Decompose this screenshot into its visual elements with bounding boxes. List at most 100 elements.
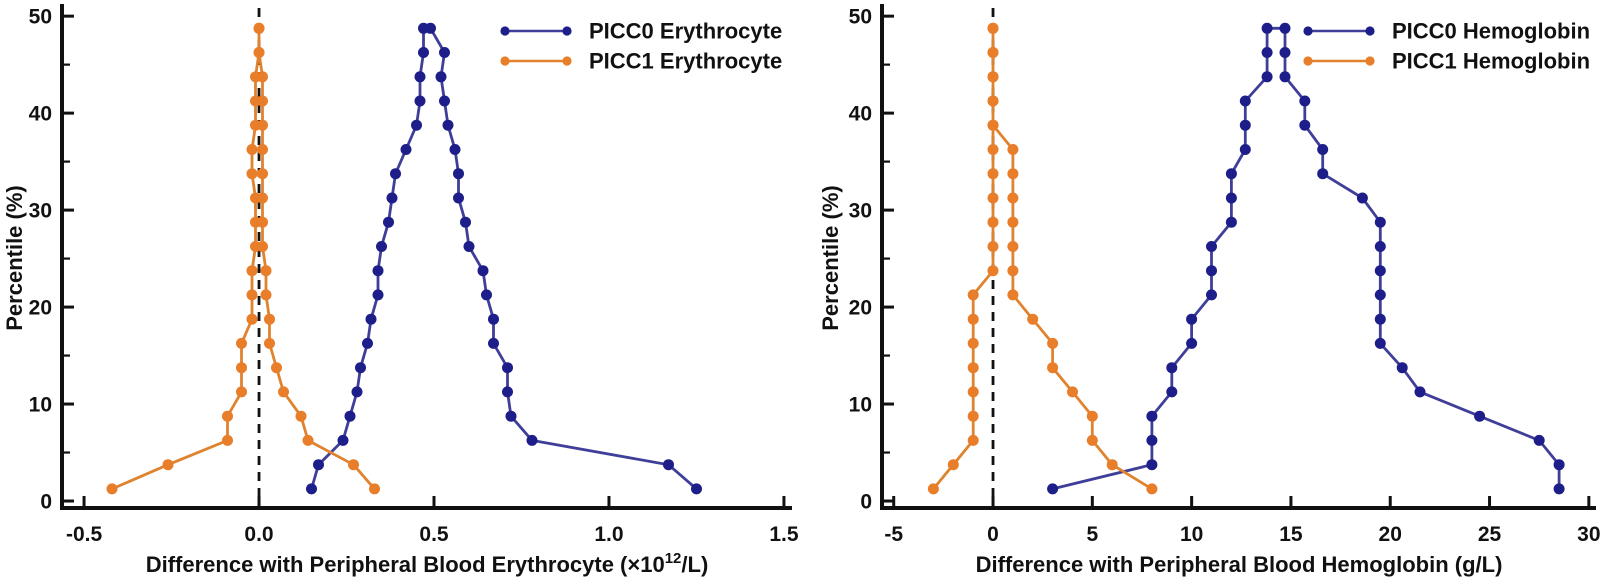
x-tick-label: 0: [987, 523, 999, 546]
data-point: [691, 483, 702, 495]
data-point: [1007, 241, 1019, 252]
x-tick-label: 1.0: [594, 523, 623, 546]
data-point: [1239, 119, 1251, 131]
series-group: [106, 22, 702, 495]
x-tick-label: -0.5: [66, 523, 103, 546]
series-markers-picc1: [927, 22, 1158, 495]
data-point: [236, 337, 247, 349]
data-point: [1047, 483, 1059, 495]
data-point: [257, 192, 268, 204]
data-point: [425, 22, 436, 34]
data-point: [306, 483, 317, 495]
data-point: [1206, 289, 1217, 301]
data-point: [348, 459, 359, 471]
data-point: [1299, 95, 1311, 107]
data-point: [967, 362, 979, 374]
data-point: [106, 483, 118, 495]
x-axis-title: Difference with Peripheral Blood Hemoglo…: [976, 552, 1503, 577]
data-point: [967, 313, 979, 325]
data-point: [257, 216, 268, 228]
data-point: [502, 362, 513, 374]
data-point: [246, 265, 258, 277]
data-point: [1474, 410, 1486, 422]
data-point: [1206, 241, 1217, 252]
data-point: [386, 192, 398, 204]
data-point: [390, 168, 401, 180]
series-line-picc0: [1051, 26, 1561, 491]
legend-marker: [1303, 26, 1313, 36]
data-point: [987, 168, 999, 180]
x-tick-label: 1.5: [769, 523, 799, 546]
hemoglobin-chart: 0 10 20 30 40 50 -5 0 5 10 15 20 25 30 Percentile (%) D…: [818, 4, 1600, 577]
data-point: [271, 362, 282, 374]
data-point: [257, 144, 268, 155]
y-tick-label: 30: [849, 200, 872, 223]
data-point: [1261, 71, 1273, 83]
data-point: [1239, 95, 1251, 107]
data-point: [376, 241, 387, 252]
data-point: [1166, 362, 1178, 374]
y-tick-label: 30: [29, 200, 52, 223]
data-point: [278, 386, 289, 398]
data-point: [372, 265, 384, 277]
data-point: [1553, 483, 1565, 495]
y-tick-label: 0: [860, 491, 872, 514]
data-point: [162, 459, 174, 471]
legend-marker: [1365, 26, 1375, 36]
data-point: [1356, 192, 1368, 204]
series-line-picc1: [931, 26, 1154, 491]
data-point: [1374, 265, 1386, 277]
data-point: [1374, 241, 1386, 252]
data-point: [1146, 459, 1158, 471]
data-point: [439, 47, 450, 58]
data-point: [967, 434, 979, 446]
data-point: [1374, 313, 1386, 325]
data-point: [987, 47, 999, 58]
data-point: [414, 71, 426, 83]
axes-group: 0 10 20 30 40 50 -5 0 5 10 15 20 25 30 Percentile (%) D…: [818, 4, 1600, 577]
data-point: [222, 434, 233, 446]
legend: PICC0 Erythrocyte PICC1 Erythrocyte: [500, 19, 782, 74]
data-point: [987, 265, 999, 277]
y-tick-label: 40: [849, 103, 872, 126]
data-point: [1317, 168, 1329, 180]
data-point: [449, 144, 461, 155]
data-point: [260, 289, 272, 301]
data-point: [477, 265, 489, 277]
data-point: [1047, 362, 1059, 374]
data-point: [463, 241, 475, 252]
data-point: [264, 337, 275, 349]
data-point: [987, 192, 999, 204]
y-tick-label: 50: [849, 6, 872, 29]
y-axis-title: Percentile (%): [2, 185, 27, 331]
data-point: [1146, 410, 1158, 422]
data-point: [372, 289, 384, 301]
data-point: [246, 168, 258, 180]
data-point: [365, 313, 377, 325]
data-point: [257, 168, 268, 180]
data-point: [222, 410, 233, 422]
data-point: [502, 386, 513, 398]
data-point: [1067, 386, 1078, 398]
data-point: [1553, 459, 1565, 471]
data-point: [1007, 216, 1019, 228]
data-point: [246, 289, 258, 301]
legend-marker: [1303, 56, 1313, 66]
data-point: [505, 410, 517, 422]
data-point: [460, 216, 471, 228]
data-point: [1146, 434, 1158, 446]
legend-marker: [562, 26, 572, 36]
legend-marker: [562, 56, 572, 66]
data-point: [1374, 337, 1386, 349]
erythrocyte-chart: 0 10 20 30 40 50 -0.5 0.0 0.5 1.0 1.5 Percentile (%…: [2, 4, 799, 577]
data-point: [1027, 313, 1039, 325]
data-point: [1225, 216, 1237, 228]
x-tick-label: 15: [1279, 523, 1303, 546]
data-point: [1206, 265, 1217, 277]
legend-label: PICC1 Hemoglobin: [1392, 49, 1590, 74]
y-tick-label: 20: [29, 297, 52, 320]
data-point: [400, 144, 412, 155]
data-point: [488, 313, 499, 325]
series-line-picc1: [110, 26, 376, 491]
legend-label: PICC1 Erythrocyte: [589, 49, 782, 74]
